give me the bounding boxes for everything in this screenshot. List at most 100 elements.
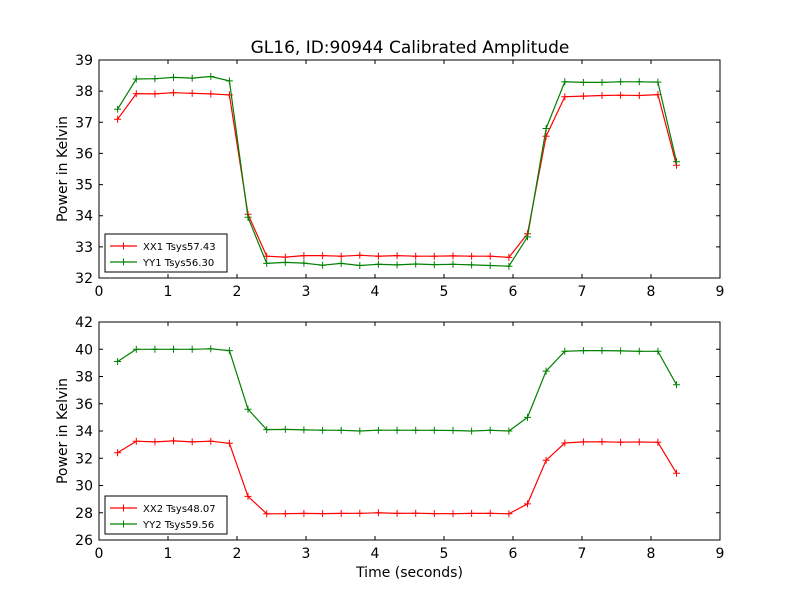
top-data-point (151, 75, 159, 83)
bottom-data-point (673, 381, 680, 389)
bottom-data-point (225, 347, 233, 355)
top-data-point (114, 105, 122, 113)
bottom-data-point (486, 509, 494, 517)
bottom-data-point (337, 509, 345, 517)
chart-title: GL16, ID:90944 Calibrated Amplitude (251, 38, 570, 58)
top-data-point (449, 260, 457, 268)
bottom-data-point (132, 345, 140, 353)
top-y-tick-label: 37 (75, 115, 93, 131)
top-data-point (393, 252, 401, 260)
bottom-y-axis-label: Power in Kelvin (55, 378, 71, 484)
bottom-y-tick-label: 34 (75, 424, 93, 440)
bottom-data-point (505, 427, 513, 435)
top-data-point (505, 262, 513, 270)
bottom-data-point (673, 469, 680, 477)
top-x-tick-label: 5 (440, 284, 449, 300)
top-y-tick-label: 36 (75, 146, 93, 162)
bottom-data-point (225, 439, 233, 447)
top-data-point (319, 261, 327, 269)
bottom-data-point (505, 510, 513, 518)
top-data-point (337, 252, 345, 260)
top-y-tick-label: 32 (75, 271, 93, 287)
bottom-data-point (263, 426, 271, 434)
top-data-point (207, 73, 215, 80)
bottom-x-axis-label: Time (seconds) (355, 565, 463, 581)
bottom-data-point (319, 426, 327, 434)
top-data-point (170, 73, 177, 81)
top-data-point (188, 89, 196, 97)
top-data-point (132, 75, 140, 83)
top-data-point (132, 90, 140, 98)
top-data-point (468, 252, 476, 260)
top-legend-label-2: YY1 Tsys56.30 (142, 258, 214, 269)
top-data-point (244, 213, 252, 221)
bottom-data-point (114, 358, 122, 365)
bottom-data-point (542, 456, 550, 464)
bottom-data-point (412, 509, 420, 517)
bottom-data-point (170, 345, 177, 353)
bottom-y-tick-label: 36 (75, 397, 93, 413)
top-data-point (188, 74, 196, 82)
top-data-point (617, 91, 625, 99)
top-data-point (579, 92, 587, 100)
bottom-data-point (188, 438, 196, 446)
bottom-x-tick-label: 0 (95, 546, 104, 562)
top-data-point (412, 252, 420, 260)
top-y-tick-label: 38 (75, 84, 93, 100)
bottom-legend-marker-1 (120, 504, 127, 512)
top-data-point (151, 90, 159, 98)
top-data-point (673, 158, 680, 166)
bottom-data-point (263, 510, 271, 518)
bottom-data-point (319, 510, 327, 518)
top-y-axis-label: Power in Kelvin (55, 116, 71, 222)
bottom-data-point (244, 492, 252, 500)
top-legend-box (104, 233, 228, 273)
bottom-data-point (207, 345, 215, 353)
top-data-point (319, 252, 327, 260)
bottom-data-point (468, 427, 476, 435)
top-x-tick-label: 0 (95, 284, 104, 300)
bottom-data-point (617, 347, 625, 355)
top-data-point (300, 252, 308, 260)
bottom-data-point (151, 438, 159, 446)
top-data-point (654, 78, 662, 86)
top-axes-frame (98, 59, 721, 279)
bottom-data-point (524, 413, 531, 421)
top-data-point (225, 77, 233, 85)
bottom-y-tick-label: 42 (75, 315, 93, 331)
bottom-data-point (617, 438, 625, 446)
top-data-point (393, 261, 401, 269)
bottom-x-tick-label: 7 (578, 546, 587, 562)
top-data-point (598, 78, 606, 86)
bottom-y-tick-label: 26 (75, 533, 93, 549)
bottom-legend-label-2: YY2 Tsys59.56 (142, 520, 214, 531)
top-data-point (207, 90, 215, 98)
top-legend-marker-2 (120, 258, 127, 266)
bottom-data-point (635, 347, 643, 355)
top-y-tick-label: 33 (75, 240, 93, 256)
top-x-tick-label: 7 (578, 284, 587, 300)
top-data-point (486, 252, 494, 260)
top-data-point (412, 260, 420, 268)
bottom-data-point (654, 347, 662, 355)
bottom-data-point (337, 426, 345, 434)
top-x-tick-label: 3 (302, 284, 311, 300)
bottom-x-tick-label: 4 (371, 546, 380, 562)
top-data-point (114, 115, 122, 123)
bottom-data-point (561, 347, 569, 355)
bottom-data-point (468, 509, 476, 517)
bottom-data-point (356, 509, 364, 517)
top-data-point (561, 93, 569, 101)
bottom-data-point (132, 437, 140, 445)
top-y-tick-label: 35 (75, 178, 93, 194)
bottom-legend-box (104, 495, 228, 535)
bottom-data-point (486, 426, 494, 434)
top-data-point (524, 233, 531, 241)
bottom-x-tick-label: 6 (509, 546, 518, 562)
bottom-data-point (561, 439, 569, 447)
top-data-point (561, 78, 569, 86)
top-data-point (281, 258, 289, 266)
top-data-point (635, 92, 643, 99)
